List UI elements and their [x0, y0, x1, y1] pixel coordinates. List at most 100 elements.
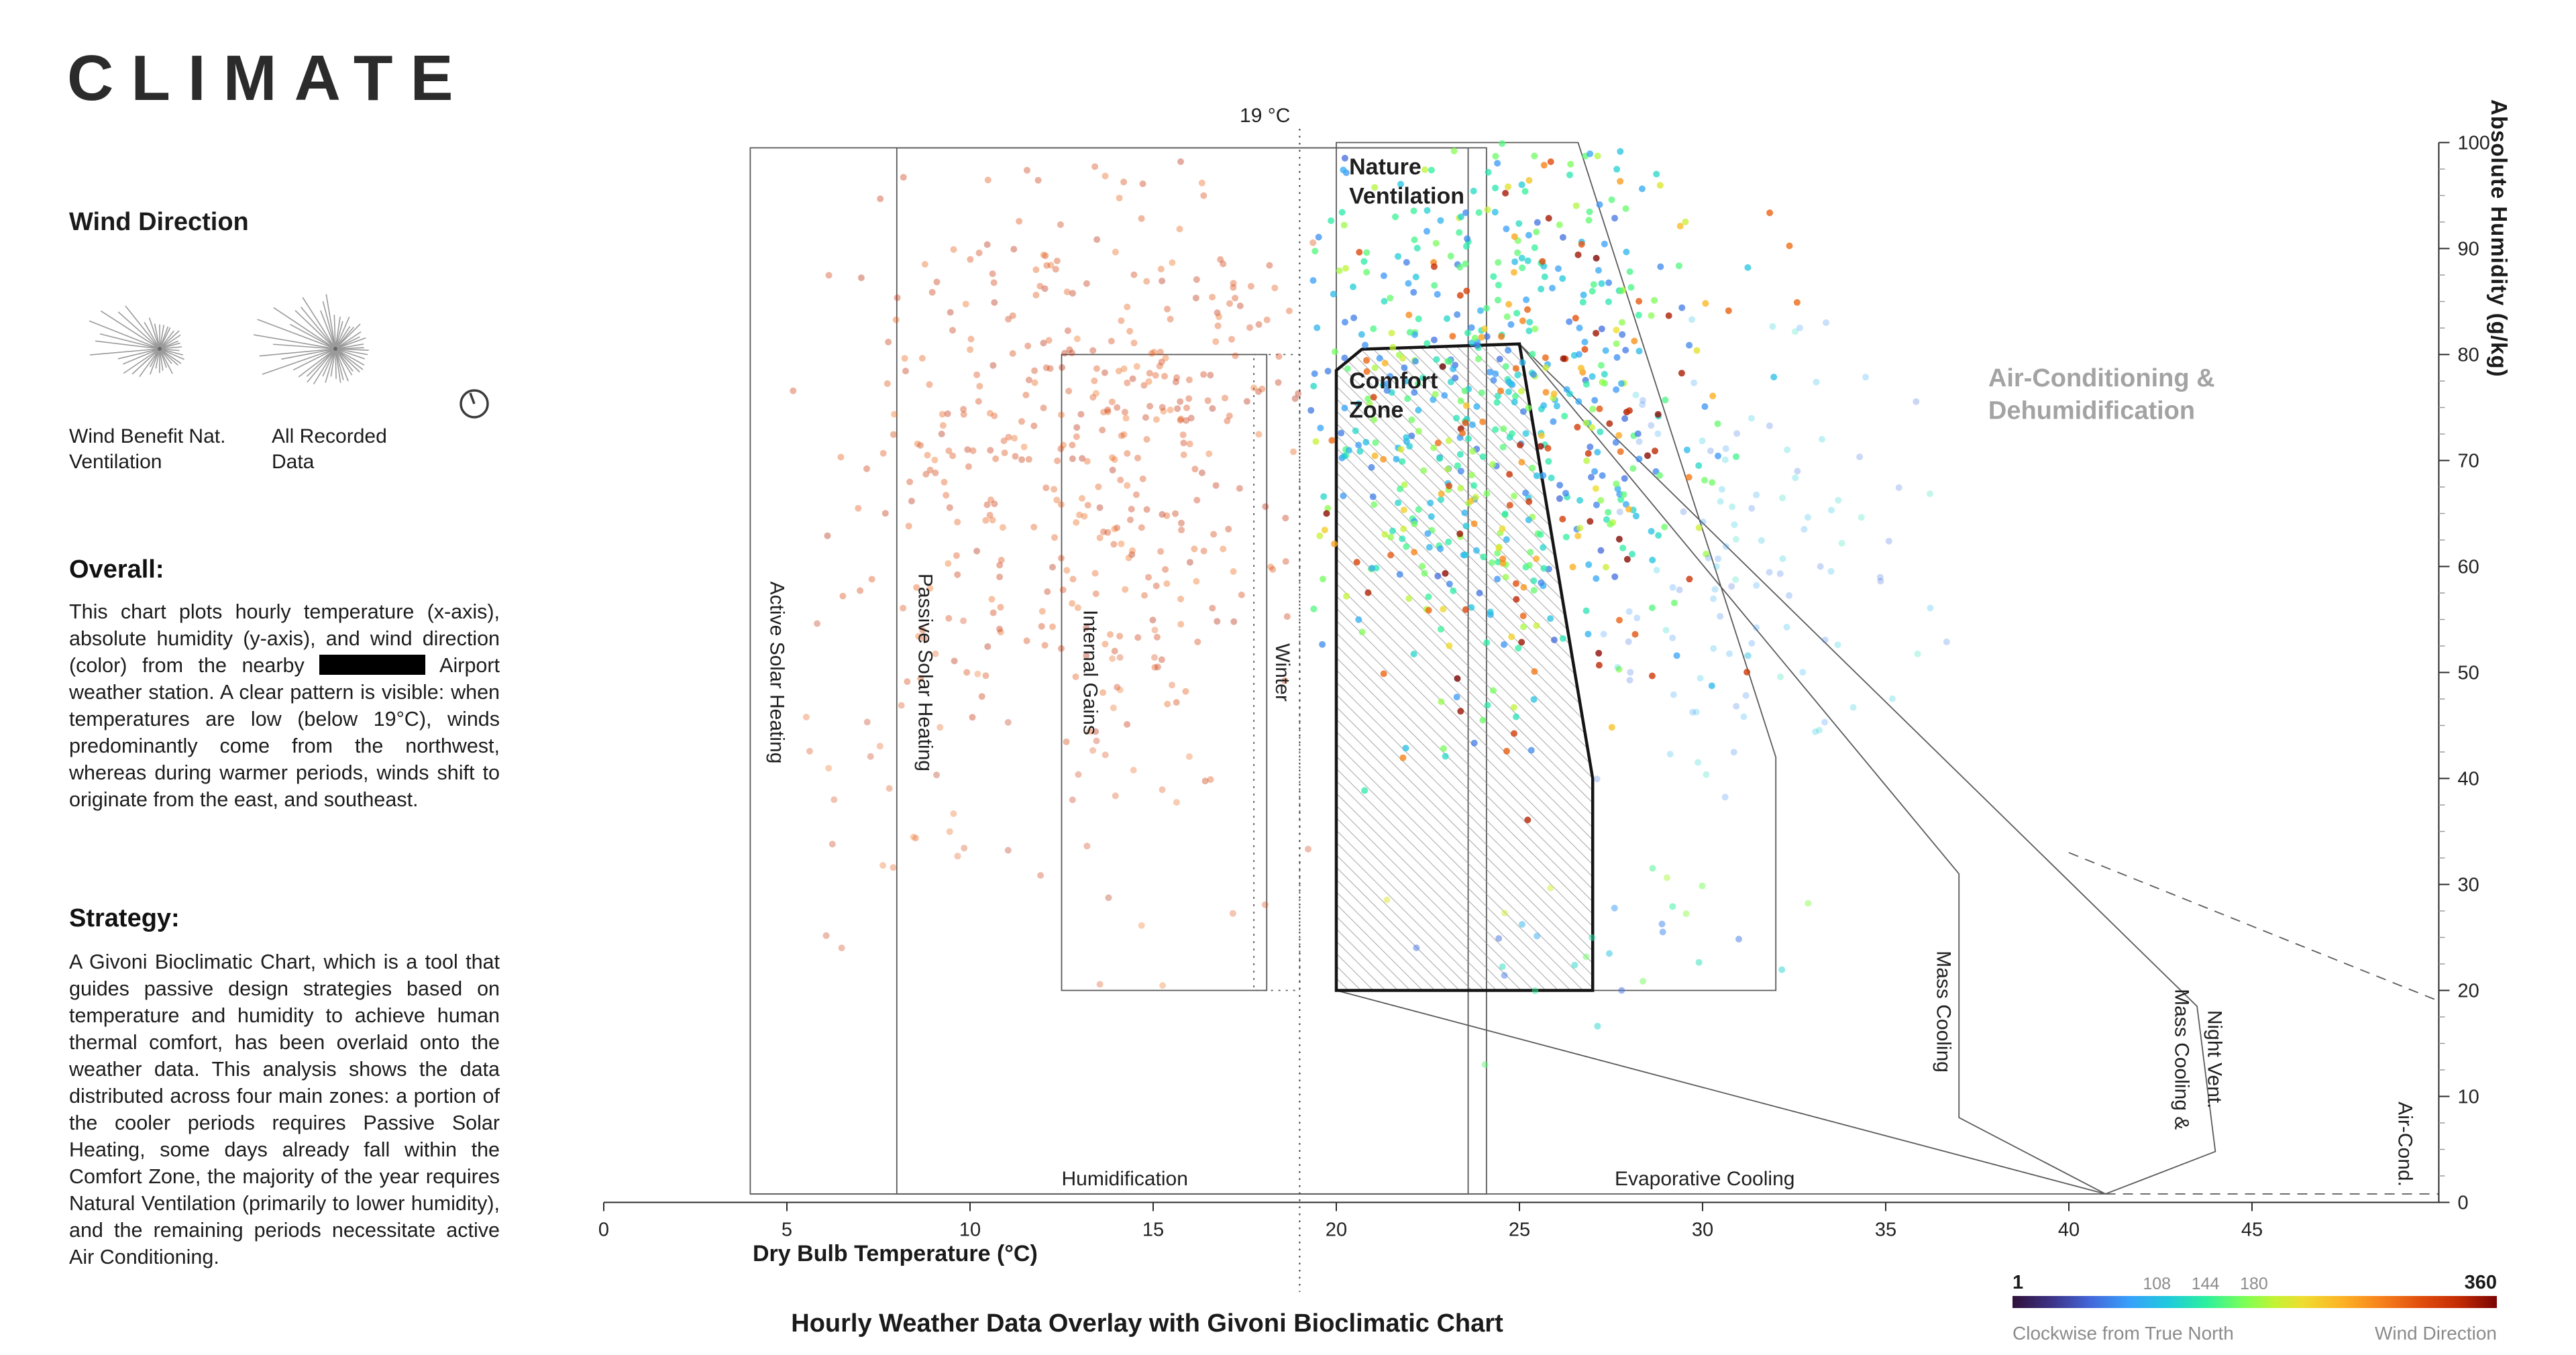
scatter-point: [1462, 402, 1470, 409]
scatter-point: [1393, 455, 1400, 463]
scatter-point: [1501, 641, 1507, 648]
legend-title: Wind Direction: [2374, 1323, 2497, 1344]
scatter-point: [1471, 334, 1479, 341]
scatter-point: [1338, 429, 1345, 437]
scatter-point: [1230, 284, 1237, 291]
wind-rose-ray: [302, 296, 336, 349]
scatter-point: [1476, 590, 1483, 597]
scatter-point: [1740, 713, 1748, 720]
scatter-point: [1626, 677, 1633, 684]
scatter-point: [1540, 162, 1548, 169]
scatter-point: [1669, 635, 1676, 641]
wind-rose-ray: [335, 348, 365, 366]
scatter-point: [960, 406, 967, 413]
scatter-point: [1559, 275, 1566, 282]
scatter-point: [1116, 654, 1124, 661]
scatter-point: [1473, 547, 1480, 554]
scatter-point: [1506, 502, 1513, 509]
scatter-point: [1236, 485, 1243, 492]
scatter-point: [1159, 277, 1166, 284]
scatter-point: [857, 587, 864, 594]
scatter-point: [1146, 402, 1154, 410]
scatter-point: [855, 504, 862, 512]
scatter-point: [919, 627, 926, 634]
scatter-point: [1151, 654, 1158, 661]
wind-direction-heading: Wind Direction: [69, 208, 249, 236]
scatter-point: [933, 278, 941, 286]
x-tick-label: 10: [959, 1220, 981, 1241]
scatter-point: [1173, 799, 1180, 806]
scatter-point: [863, 465, 870, 472]
scatter-point: [1675, 262, 1682, 270]
scatter-point: [1209, 604, 1216, 612]
scatter-point: [1411, 521, 1418, 527]
scatter-point: [1518, 459, 1525, 466]
wind-rose-ray: [95, 340, 160, 349]
scatter-point: [988, 596, 996, 603]
scatter-point: [1683, 446, 1690, 453]
scatter-point: [1073, 424, 1081, 431]
scatter-point: [1053, 258, 1061, 264]
scatter-point: [1415, 506, 1422, 513]
scatter-point: [1613, 354, 1621, 361]
scatter-point: [1490, 273, 1497, 280]
scatter-point: [1167, 315, 1174, 323]
scatter-point: [986, 410, 994, 417]
scatter-point: [1415, 406, 1422, 414]
scatter-point: [1380, 455, 1387, 463]
wind-rose-ray: [325, 348, 336, 383]
scatter-point: [885, 338, 892, 345]
scatter-point: [1193, 496, 1201, 504]
scatter-point: [1813, 378, 1820, 386]
scatter-point: [1030, 422, 1038, 429]
scatter-point: [1230, 618, 1238, 625]
scatter-point: [1523, 296, 1530, 303]
scatter-point: [867, 753, 874, 760]
scatter-point: [1709, 479, 1716, 486]
scatter-point: [1669, 903, 1676, 910]
wind-rose-1-label: Wind Benefit Nat. Ventilation: [69, 424, 225, 475]
scatter-point: [1069, 290, 1076, 297]
scatter-point: [1381, 360, 1389, 367]
scatter-point: [1804, 514, 1811, 521]
scatter-point: [839, 592, 847, 600]
scatter-point: [1582, 380, 1590, 388]
scatter-point: [1479, 418, 1487, 425]
scatter-point: [1545, 457, 1552, 465]
scatter-point: [1403, 543, 1410, 550]
scatter-point: [965, 463, 972, 470]
scatter-point: [989, 362, 997, 369]
scatter-point: [1425, 606, 1432, 614]
wind-rose-ray: [123, 348, 160, 374]
scatter-point: [1639, 401, 1646, 409]
wind-rose-ray: [159, 330, 174, 349]
scatter-point: [1492, 370, 1499, 378]
scatter-point: [1343, 592, 1350, 600]
scatter-point: [1450, 366, 1457, 372]
scatter-point: [1397, 485, 1403, 492]
scatter-point: [1525, 498, 1533, 505]
scatter-point: [1310, 382, 1318, 390]
wind-rose-ray: [335, 348, 341, 383]
scatter-point: [1450, 148, 1458, 155]
scatter-point: [1127, 517, 1134, 523]
scatter-point: [1513, 713, 1519, 720]
scatter-point: [1524, 257, 1532, 264]
wind-rose-ray: [333, 315, 336, 349]
scatter-point: [1311, 370, 1318, 378]
scatter-point: [1059, 586, 1067, 594]
scatter-point: [1380, 272, 1387, 280]
scatter-point: [1462, 551, 1469, 559]
scatter-point: [1400, 525, 1407, 533]
scatter-point: [830, 796, 838, 804]
scatter-point: [1146, 370, 1153, 377]
wind-rose-ray: [131, 348, 160, 375]
scatter-point: [1126, 327, 1134, 335]
scatter-point: [1595, 267, 1602, 274]
scatter-point: [967, 335, 975, 343]
scatter-point: [1262, 503, 1269, 510]
scatter-point: [1483, 490, 1491, 497]
scatter-point: [1580, 291, 1587, 299]
scatter-point: [1695, 462, 1703, 470]
strategy-paragraph: A Givoni Bioclimatic Chart, which is a t…: [69, 951, 500, 1268]
